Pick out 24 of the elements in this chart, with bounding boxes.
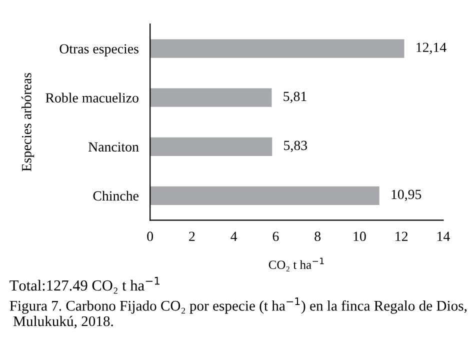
x-axis-title: CO₂ t ha$^{−1}$ (268, 258, 324, 272)
bar (150, 39, 404, 58)
y-tick-label: Roble macuelizo (46, 92, 138, 103)
data-label: 5,81 (284, 92, 306, 104)
text: Total:127.49 CO₂ t ha$^{−1}$ (10, 276, 160, 294)
bar (150, 186, 380, 205)
x-tick-label: 14 (437, 232, 450, 241)
x-tick-label: 2 (189, 232, 195, 241)
y-axis-title: Especies arbóreas (22, 73, 34, 172)
bar (150, 88, 272, 107)
text: Figura 7. Carbono Fijado CO₂ por especie (t ha$^{−1}$) en la finca Regalo de Dios, Mulukukú, 2018. (10, 298, 467, 328)
y-tick-label: Otras especies (60, 44, 138, 56)
x-tick-label: 10 (354, 232, 366, 242)
x-tick-label: 0 (147, 232, 154, 242)
x-tick-label: 12 (396, 232, 408, 241)
y-tick-label: Chinche (93, 190, 138, 201)
bar (150, 137, 272, 156)
x-tick-label: 4 (230, 232, 238, 241)
y-tick-label: Nanciton (88, 142, 139, 152)
data-label: 12,14 (416, 42, 446, 54)
x-tick-label: 8 (314, 232, 321, 242)
data-label: 5,83 (284, 140, 308, 152)
x-tick-label: 6 (272, 232, 279, 242)
data-label: 10,95 (392, 190, 422, 202)
